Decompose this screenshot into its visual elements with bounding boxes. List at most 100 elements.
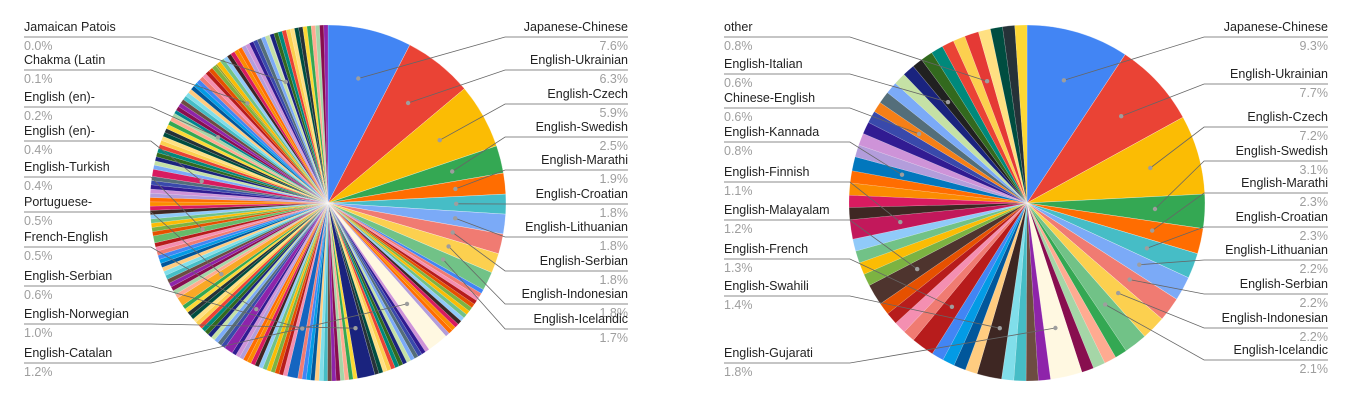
slice-label: Chinese-English xyxy=(724,91,815,105)
label-anchor-dot xyxy=(898,219,903,225)
slice-value-label: 0.8% xyxy=(724,144,753,158)
label-anchor-dot xyxy=(1061,78,1067,83)
leader-line xyxy=(24,140,202,182)
slice-label: English-Lithuanian xyxy=(1225,243,1328,257)
slice-label: English (en)- xyxy=(24,124,95,138)
label-anchor-dot xyxy=(1144,246,1150,251)
slice-value-label: 0.8% xyxy=(724,39,753,53)
slice-value-label: 2.3% xyxy=(1300,195,1329,209)
pie-slice xyxy=(1026,24,1126,204)
slice-label: English-Ukrainian xyxy=(1230,67,1328,81)
slice-value-label: 0.2% xyxy=(24,109,53,123)
slice-label: English-Croatian xyxy=(536,187,628,201)
leader-line xyxy=(1151,192,1328,231)
leader-line xyxy=(24,246,257,310)
pie-chart-right: Japanese-Chinese 9.3% English-Ukrainian 7.7… xyxy=(724,20,1329,382)
slice-value-label: 0.6% xyxy=(724,110,753,124)
leader-line xyxy=(724,36,988,82)
leader-line xyxy=(24,285,303,329)
leader-line xyxy=(439,103,628,141)
slice-label: English-Czech xyxy=(1247,110,1328,124)
slice-label: Japanese-Chinese xyxy=(524,20,628,34)
label-anchor-dot xyxy=(1137,262,1142,267)
label-anchor-dot xyxy=(1116,290,1121,296)
slice-label: English-French xyxy=(724,242,808,256)
label-anchor-dot xyxy=(200,227,205,232)
slice-label: English-Lithuanian xyxy=(525,220,628,234)
label-anchor-dot xyxy=(1127,277,1132,282)
slice-label: English-Croatian xyxy=(1236,210,1328,224)
slice-label: English-Indonesian xyxy=(522,287,628,301)
leader-line xyxy=(1129,279,1328,295)
label-anchor-dot xyxy=(199,179,204,184)
label-anchor-dot xyxy=(453,216,458,221)
slice-label: other xyxy=(724,20,753,34)
leader-line xyxy=(455,217,628,238)
label-anchor-dot xyxy=(353,326,358,331)
slice-value-label: 1.8% xyxy=(600,306,629,320)
label-anchor-dot xyxy=(1150,228,1155,233)
slice-label: English-Turkish xyxy=(24,160,110,174)
leader-line xyxy=(1105,304,1328,361)
label-anchor-dot xyxy=(300,326,305,331)
label-anchor-dot xyxy=(1148,165,1153,171)
slice-label: English-Swedish xyxy=(536,120,628,134)
label-anchor-dot xyxy=(446,244,451,249)
leader-line xyxy=(724,141,903,176)
slice-label: Jamaican Patois xyxy=(24,20,116,34)
slice-value-label: 1.1% xyxy=(724,184,753,198)
slice-value-label: 1.8% xyxy=(600,273,629,287)
label-anchor-dot xyxy=(404,301,410,307)
label-anchor-dot xyxy=(283,79,288,85)
slice-value-label: 1.8% xyxy=(600,239,629,253)
slice-label: English-Marathi xyxy=(541,153,628,167)
label-anchor-dot xyxy=(997,326,1002,331)
slice-value-label: 1.8% xyxy=(724,365,753,379)
slice-label: English-Catalan xyxy=(24,346,112,360)
slice-value-label: 0.4% xyxy=(24,179,53,193)
slice-label: English-Czech xyxy=(547,87,628,101)
slice-label: English-Malayalam xyxy=(724,203,830,217)
slice-value-label: 0.6% xyxy=(724,76,753,90)
leader-line xyxy=(24,36,286,83)
slice-label: English-Swahili xyxy=(724,279,809,293)
leader-line xyxy=(724,73,949,103)
slice-value-label: 2.2% xyxy=(1300,262,1329,276)
leader-line xyxy=(24,211,222,275)
slice-value-label: 2.2% xyxy=(1300,296,1329,310)
pie-chart-left: Japanese-Chinese 7.6%English-Ukrainian 6.3… xyxy=(24,20,629,382)
slice-value-label: 2.1% xyxy=(1300,362,1329,376)
slice-label: English-Swedish xyxy=(1236,144,1328,158)
label-anchor-dot xyxy=(1119,114,1124,119)
slice-value-label: 7.2% xyxy=(1300,129,1329,143)
slice-value-label: 2.5% xyxy=(600,139,629,153)
slice-value-label: 0.6% xyxy=(24,288,53,302)
slice-label: English-Finnish xyxy=(724,165,810,179)
leader-line xyxy=(1146,226,1328,249)
leader-line xyxy=(455,169,628,190)
slice-value-label: 3.1% xyxy=(1300,163,1329,177)
leader-line xyxy=(724,295,1000,329)
slice-value-label: 2.2% xyxy=(1300,330,1329,344)
leader-line xyxy=(1150,126,1328,169)
label-anchor-dot xyxy=(899,172,905,177)
leader-line xyxy=(24,106,219,138)
slice-label: English-Indonesian xyxy=(1222,311,1328,325)
slice-label: English-Marathi xyxy=(1241,176,1328,190)
label-anchor-dot xyxy=(915,266,920,272)
label-anchor-dot xyxy=(356,76,361,81)
leader-line xyxy=(24,176,203,230)
label-anchor-dot xyxy=(1053,325,1058,331)
slice-label: English-Icelandic xyxy=(1234,343,1329,357)
label-anchor-dot xyxy=(215,135,221,140)
slice-value-label: 0.1% xyxy=(24,72,53,86)
label-anchor-dot xyxy=(454,201,459,206)
slice-label: English (en)- xyxy=(24,90,95,104)
slice-value-label: 7.7% xyxy=(1300,86,1329,100)
leader-line xyxy=(1063,36,1328,81)
label-anchor-dot xyxy=(440,257,446,262)
leader-line xyxy=(24,303,408,364)
pie-slice xyxy=(323,24,329,204)
label-anchor-dot xyxy=(984,79,990,84)
slice-label: Chakma (Latin xyxy=(24,53,105,67)
